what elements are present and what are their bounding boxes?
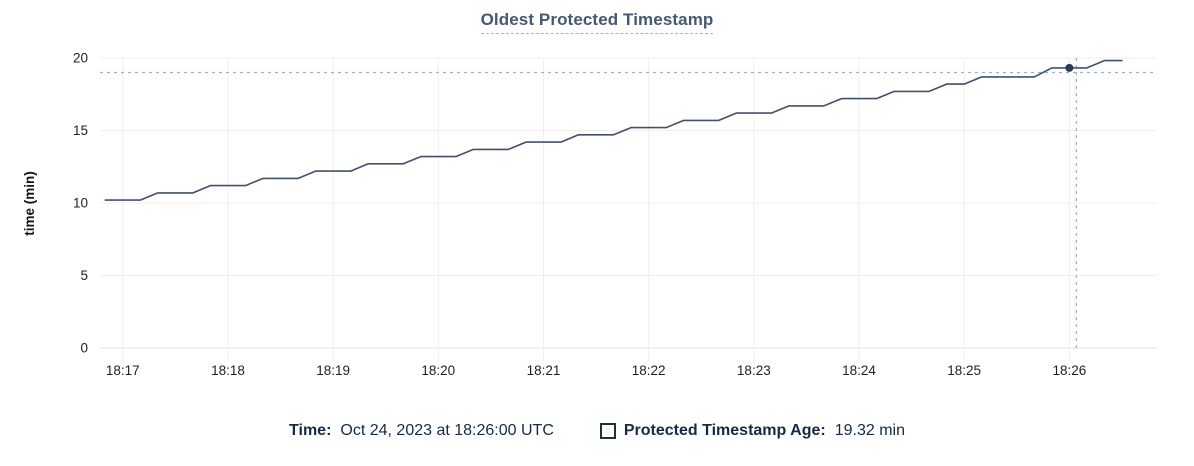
- x-tick-label: 18:24: [842, 363, 876, 378]
- y-tick-label: 10: [73, 196, 88, 211]
- hover-crosshair: [100, 58, 1157, 348]
- y-tick-label: 5: [80, 268, 88, 283]
- y-tick-label: 0: [80, 341, 88, 356]
- legend-series-label: Protected Timestamp Age:: [623, 422, 826, 439]
- x-tick-label: 18:21: [527, 363, 561, 378]
- legend-time-label: Time:: [289, 422, 332, 439]
- y-tick-label: 20: [73, 51, 88, 66]
- chart-title-row: Oldest Protected Timestamp: [0, 10, 1194, 34]
- legend-series-value: 19.32 min: [834, 422, 905, 439]
- x-tick-label: 18:20: [421, 363, 455, 378]
- legend-series[interactable]: Protected Timestamp Age: 19.32 min: [599, 422, 905, 440]
- series-checkbox-icon[interactable]: [599, 423, 616, 439]
- axis-tick-labels: 0 5 10 15 20 18:17 18:18 18:19 18:20 18:21 18:22 18…: [73, 51, 1086, 379]
- x-tick-label: 18:22: [632, 363, 666, 378]
- legend-time: Time: Oct 24, 2023 at 18:26:00 UTC: [289, 422, 554, 440]
- x-tick-label: 18:17: [106, 363, 140, 378]
- x-tick-label: 18:18: [211, 363, 245, 378]
- hover-point-dot: [1065, 63, 1074, 72]
- x-tick-label: 18:25: [947, 363, 981, 378]
- x-tick-label: 18:19: [316, 363, 350, 378]
- grid: [100, 57, 1157, 361]
- y-tick-label: 15: [73, 123, 88, 138]
- chart-title[interactable]: Oldest Protected Timestamp: [480, 10, 714, 34]
- series-line: [104, 59, 1123, 201]
- legend-time-value: Oct 24, 2023 at 18:26:00 UTC: [340, 422, 554, 439]
- chart-legend: Time: Oct 24, 2023 at 18:26:00 UTC Prote…: [0, 422, 1194, 440]
- x-tick-label: 18:26: [1052, 363, 1086, 378]
- x-tick-label: 18:23: [737, 363, 771, 378]
- line-chart[interactable]: 0 5 10 15 20 18:17 18:18 18:19 18:20 18:21 18:22 18…: [0, 0, 1194, 400]
